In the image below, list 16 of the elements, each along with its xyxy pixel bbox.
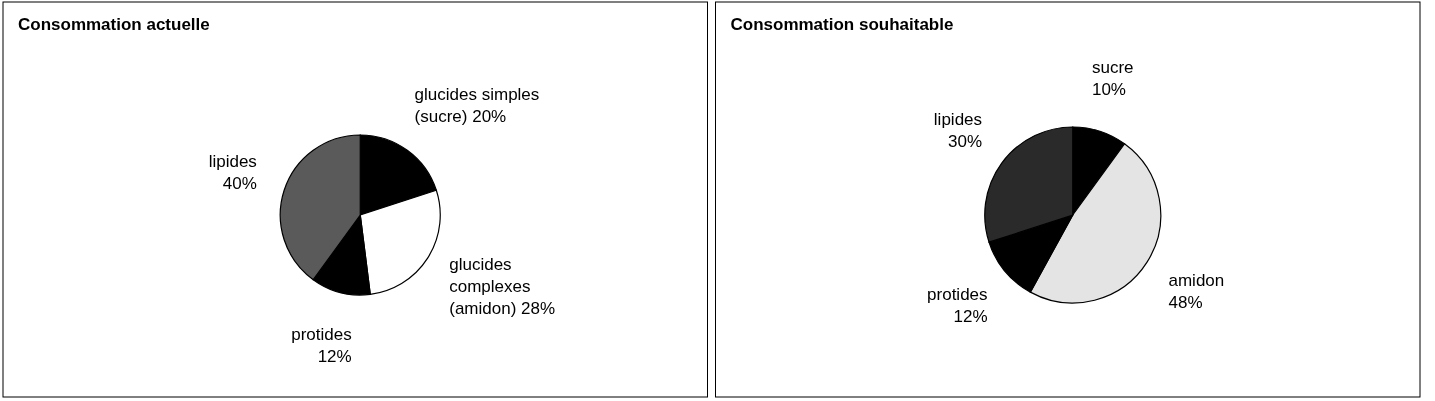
data-label: 10% — [1091, 80, 1126, 99]
slice-label: lipides — [208, 152, 257, 172]
slice-label: glucides complexes (amidon) 28% — [449, 255, 556, 319]
chart-title: Consommation souhaitable — [730, 15, 954, 34]
slice-label: protides — [291, 324, 352, 344]
slice-label: glucides simples (sucre) 20% — [414, 84, 540, 126]
data-label: 48% — [1168, 292, 1203, 312]
slice-label: amidon — [1168, 270, 1225, 290]
data-label: 40% — [222, 174, 257, 194]
data-label: 30% — [948, 131, 983, 151]
chart-title: Consommation actuelle — [18, 15, 210, 34]
data-label: 12% — [317, 346, 352, 366]
slice-label: sucre — [1091, 58, 1134, 77]
slice-label: protides — [927, 285, 988, 305]
slice-label: lipides — [933, 109, 983, 129]
data-label: 12% — [953, 307, 988, 327]
